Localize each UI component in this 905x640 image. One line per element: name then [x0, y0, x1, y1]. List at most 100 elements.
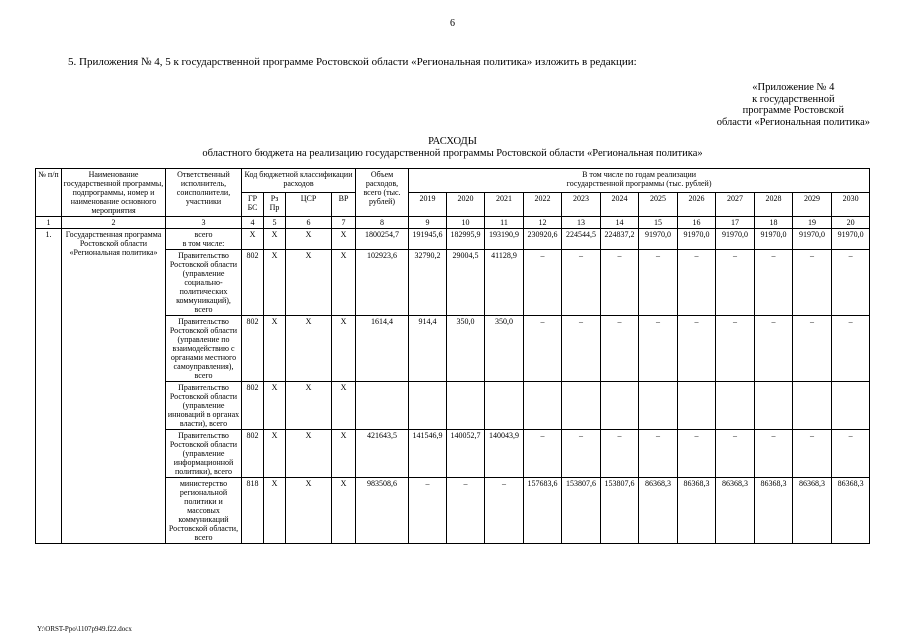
- header-year: 2026: [677, 192, 717, 217]
- year-value-cell: [523, 381, 563, 430]
- file-path: Y:\ORST-Ppo\1107p949.f22.docx: [37, 625, 132, 633]
- year-value-cell: –: [523, 249, 563, 316]
- col-number-cell: 20: [831, 216, 871, 229]
- header-year: 2025: [638, 192, 679, 217]
- year-value-cell: 914,4: [408, 315, 448, 382]
- header-year: 2027: [715, 192, 756, 217]
- table-row: Правительство Ростовской области (управл…: [36, 249, 871, 316]
- table-row: министерство региональной политики и мас…: [36, 477, 871, 544]
- year-value-cell: 91970,0: [638, 228, 679, 250]
- col-number-cell: 13: [561, 216, 602, 229]
- year-value-cell: –: [446, 477, 486, 544]
- year-value-cell: 86368,3: [792, 477, 833, 544]
- annex-line: «Приложение № 4: [752, 82, 835, 93]
- col-number-cell: 18: [754, 216, 794, 229]
- year-value-cell: 86368,3: [754, 477, 794, 544]
- doc-title: РАСХОДЫ: [428, 136, 477, 147]
- year-value-cell: [600, 381, 640, 430]
- page-number: 6: [450, 18, 455, 29]
- year-value-cell: –: [715, 315, 756, 382]
- col-number-cell: 14: [600, 216, 640, 229]
- csr-cell: X: [285, 228, 332, 250]
- year-value-cell: 86368,3: [677, 477, 717, 544]
- year-value-cell: –: [792, 429, 833, 478]
- year-value-cell: –: [754, 429, 794, 478]
- header-year: 2024: [600, 192, 640, 217]
- expenses-table: № п/п Наименование государственной прогр…: [35, 168, 871, 544]
- year-value-cell: [792, 381, 833, 430]
- annex-line: к государственной: [752, 93, 835, 105]
- year-value-cell: –: [638, 249, 679, 316]
- executor-cell: министерство региональной политики и мас…: [165, 477, 242, 544]
- executor-cell: Правительство Ростовской области (управл…: [165, 381, 242, 430]
- year-value-cell: 140052,7: [446, 429, 486, 478]
- header-npp: № п/п: [35, 168, 62, 217]
- header-budget-code: Код бюджетной классификации расходов: [240, 168, 357, 193]
- year-value-cell: 153807,6: [561, 477, 602, 544]
- header-csr: ЦСР: [285, 192, 332, 217]
- year-value-cell: 140043,9: [484, 429, 525, 478]
- year-value-cell: –: [600, 429, 640, 478]
- total-cell: 1800254,7: [355, 228, 410, 250]
- executor-cell: всего в том числе:: [165, 228, 242, 250]
- year-value-cell: –: [831, 429, 871, 478]
- header-grbs: ГР БС: [241, 192, 264, 217]
- header-year: 2019: [408, 192, 448, 217]
- grbs-cell: 802: [241, 429, 264, 478]
- header-rzpr: Рз Пр: [263, 192, 286, 217]
- year-value-cell: 86368,3: [831, 477, 871, 544]
- header-year: 2021: [484, 192, 525, 217]
- year-value-cell: –: [638, 315, 679, 382]
- year-value-cell: –: [715, 429, 756, 478]
- year-value-cell: –: [792, 249, 833, 316]
- vr-cell: X: [330, 228, 357, 250]
- year-value-cell: 91970,0: [792, 228, 833, 250]
- col-number-cell: 5: [263, 216, 286, 229]
- col-number-cell: 3: [165, 216, 242, 229]
- header-year: 2029: [792, 192, 833, 217]
- col-number-cell: 7: [330, 216, 357, 229]
- annex-line: области «Региональная политика»: [716, 116, 870, 128]
- table-row: 1. Государственная программа Ростовской …: [35, 228, 871, 544]
- header-year: 2023: [561, 192, 602, 217]
- year-value-cell: 91970,0: [754, 228, 794, 250]
- year-value-cell: 86368,3: [638, 477, 679, 544]
- year-value-cell: [484, 381, 525, 430]
- header-vr: ВР: [330, 192, 357, 217]
- col-number-cell: 4: [241, 216, 264, 229]
- year-value-cell: –: [754, 315, 794, 382]
- col-number-cell: 16: [677, 216, 717, 229]
- total-cell: 102923,6: [355, 249, 410, 316]
- year-value-cell: –: [600, 249, 640, 316]
- col-number-cell: 17: [715, 216, 756, 229]
- annex-block: «Приложение № 4 к государственной програ…: [717, 82, 870, 128]
- grbs-cell: 802: [241, 381, 264, 430]
- year-value-cell: 224837,2: [600, 228, 640, 250]
- table-row: Правительство Ростовской области (управл…: [36, 429, 871, 478]
- header-row-main: № п/п Наименование государственной прогр…: [35, 168, 871, 217]
- year-value-cell: –: [677, 249, 717, 316]
- year-value-cell: –: [677, 429, 717, 478]
- header-year: 2020: [446, 192, 486, 217]
- header-row-sub: ГР БС Рз Пр ЦСР ВР 2019 2020 2021 2022 2…: [36, 192, 871, 217]
- col-number-cell: 9: [408, 216, 448, 229]
- rzpr-cell: X: [263, 381, 286, 430]
- doc-subtitle: областного бюджета на реализацию государ…: [202, 148, 703, 159]
- year-value-cell: 91970,0: [677, 228, 717, 250]
- year-value-cell: 86368,3: [715, 477, 756, 544]
- executor-cell: Правительство Ростовской области (управл…: [165, 429, 242, 478]
- csr-cell: X: [285, 249, 332, 316]
- year-value-cell: [561, 381, 602, 430]
- total-cell: [355, 381, 410, 430]
- csr-cell: X: [285, 381, 332, 430]
- grbs-cell: X: [241, 228, 264, 250]
- vr-cell: X: [330, 381, 357, 430]
- year-value-cell: –: [831, 249, 871, 316]
- col-number-cell: 11: [484, 216, 525, 229]
- year-value-cell: 157683,6: [523, 477, 563, 544]
- header-row-colnumbers: 1 2 3 4 5 6 7 8 9 10 11 12 13 14 15 16 1…: [35, 216, 871, 229]
- year-value-cell: 32790,2: [408, 249, 448, 316]
- executor-cell: Правительство Ростовской области (управл…: [165, 315, 242, 382]
- col-number-cell: 1: [35, 216, 62, 229]
- year-value-cell: –: [561, 315, 602, 382]
